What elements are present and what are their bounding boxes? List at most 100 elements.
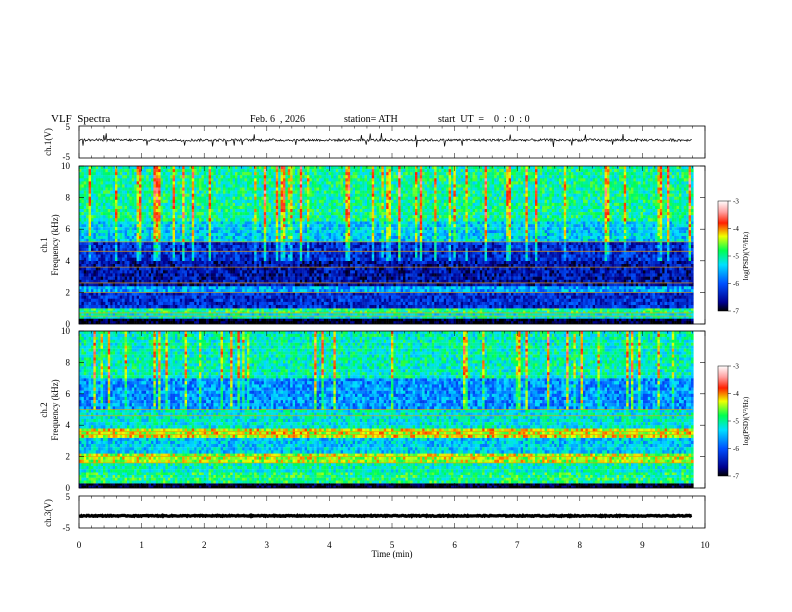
spectrogram-cell: [230, 172, 233, 176]
spectrogram-cell: [304, 310, 308, 314]
spectrogram-cell: [227, 279, 231, 284]
spectrogram-cell: [93, 178, 96, 182]
spectrogram-cell: [227, 270, 231, 274]
spectrogram-cell: [271, 279, 274, 284]
spectrogram-cell: [225, 241, 228, 246]
spectrogram-cell: [110, 292, 113, 296]
spectrogram-cell: [191, 251, 195, 255]
spectrogram-cell: [83, 236, 87, 240]
spectrogram-cell: [175, 199, 178, 204]
spectrogram-cell: [237, 264, 240, 268]
spectrogram-cell: [287, 193, 291, 197]
spectrogram-cell: [105, 251, 108, 255]
spectrogram-cell: [167, 298, 171, 303]
spectrogram-cell: [244, 264, 248, 268]
spectrogram-cell: [165, 199, 168, 204]
spectrogram-cell: [79, 260, 82, 265]
spectrogram-cell: [203, 241, 207, 246]
spectrogram-cell: [131, 205, 135, 210]
spectrogram-cell: [271, 178, 274, 182]
spectrogram-cell: [280, 254, 284, 258]
spectrogram-cell: [268, 270, 272, 274]
spectrogram-cell: [131, 241, 135, 246]
spectrogram-cell: [177, 169, 180, 173]
spectrogram-cell: [115, 286, 118, 290]
spectrogram-cell: [155, 193, 159, 197]
spectrogram-cell: [239, 190, 243, 194]
spectrogram-cell: [302, 245, 305, 249]
spectrogram-cell: [237, 315, 240, 319]
spectrogram-cell: [295, 295, 298, 299]
spectrogram-cell: [268, 289, 272, 293]
spectrogram-cell: [165, 190, 168, 194]
spectrogram-cell: [208, 196, 212, 200]
spectrogram-cell: [271, 205, 274, 210]
spectrogram-cell: [220, 264, 224, 268]
spectrogram-cell: [285, 212, 288, 216]
spectrogram-cell: [206, 257, 209, 261]
spectrogram-cell: [213, 318, 216, 322]
spectrogram-cell: [196, 166, 200, 170]
spectrogram-cell: [203, 305, 207, 309]
spectrogram-cell: [199, 233, 202, 237]
spectrogram-cell: [208, 238, 212, 242]
spectrogram-cell: [254, 218, 257, 222]
spectrogram-cell: [179, 175, 183, 179]
spectrogram-cell: [304, 318, 308, 322]
spectrogram-cell: [280, 184, 284, 188]
spectrogram-cell: [295, 312, 298, 316]
spectrogram-cell: [167, 257, 171, 261]
spectrogram-cell: [141, 199, 144, 204]
spectrogram-cell: [179, 312, 183, 316]
spectrogram-cell: [266, 169, 269, 173]
spectrogram-cell: [112, 310, 116, 314]
spectrogram-cell: [155, 254, 159, 258]
spectrogram-cell: [223, 257, 226, 261]
spectrogram-cell: [263, 187, 267, 191]
spectrogram-cell: [95, 230, 99, 234]
spectrogram-cell: [112, 233, 116, 237]
spectrogram-cell: [256, 175, 260, 179]
spectrogram-cell: [107, 298, 111, 303]
spectrogram-cell: [95, 276, 99, 280]
spectrogram-cell: [211, 270, 214, 274]
spectrogram-cell: [285, 178, 288, 182]
spectrogram-cell: [141, 241, 144, 246]
spectrogram-cell: [112, 286, 116, 290]
spectrogram-cell: [295, 187, 298, 191]
spectrogram-cell: [230, 260, 233, 265]
spectrogram-cell: [242, 301, 245, 306]
spectrogram-cell: [117, 292, 120, 296]
spectrogram-cell: [278, 318, 281, 322]
spectrogram-cell: [151, 282, 154, 287]
spectrogram-cell: [203, 308, 207, 311]
spectrogram-cell: [191, 270, 195, 274]
spectrogram-cell: [199, 282, 202, 287]
spectrogram-cell: [215, 286, 219, 290]
spectrogram-cell: [295, 215, 298, 219]
spectrogram-cell: [107, 175, 111, 179]
spectrogram-cell: [182, 295, 185, 299]
spectrogram-cell: [249, 298, 252, 303]
spectrogram-cell: [290, 257, 293, 261]
spectrogram-cell: [261, 254, 264, 258]
spectrogram-cell: [127, 248, 130, 252]
spectrogram-cell: [304, 224, 308, 228]
spectrogram-cell: [247, 245, 250, 249]
spectrogram-cell: [191, 295, 195, 299]
spectrogram-cell: [225, 202, 228, 207]
spectrogram-cell: [170, 279, 173, 284]
spectrogram-cell: [167, 193, 171, 197]
spectrogram-cell: [182, 286, 185, 290]
spectrogram-cell: [148, 221, 152, 225]
spectrogram-cell: [218, 273, 221, 277]
spectrogram-cell: [230, 169, 233, 173]
spectrogram-cell: [225, 312, 228, 316]
spectrogram-cell: [165, 298, 168, 303]
spectrogram-cell: [290, 175, 293, 179]
spectrogram-cell: [187, 289, 190, 293]
spectrogram-cell: [196, 218, 200, 222]
spectrogram-cell: [251, 286, 255, 290]
spectrogram-cell: [81, 289, 84, 293]
spectrogram-cell: [191, 282, 195, 287]
